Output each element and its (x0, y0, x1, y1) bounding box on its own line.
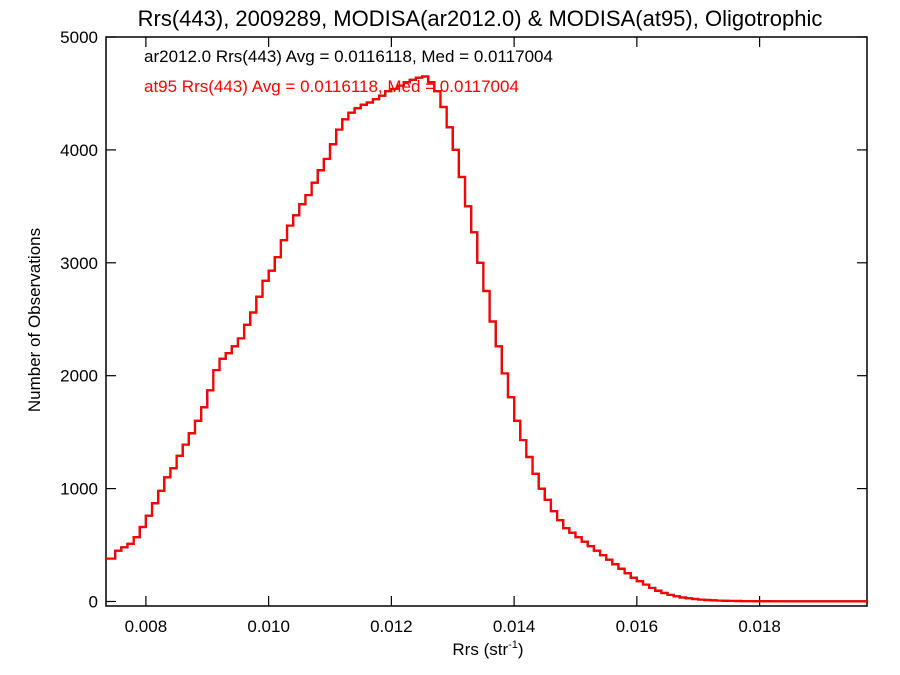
y-axis-label: Number of Observations (25, 228, 44, 412)
series-line-ar2012-0 (106, 75, 869, 603)
x-tick-label: 0.010 (247, 617, 290, 636)
x-axis-label-sup: -1 (508, 639, 518, 651)
y-tick-label: 1000 (60, 480, 98, 499)
y-tick-label: 5000 (60, 28, 98, 47)
y-tick-label: 0 (89, 592, 98, 611)
y-tick-label: 2000 (60, 367, 98, 386)
x-axis-label-close: ) (518, 640, 524, 659)
plot-frame (105, 36, 868, 607)
x-tick-label: 0.008 (125, 617, 168, 636)
x-axis-label: Rrs (str-1) (452, 639, 523, 659)
legend-entry-ar2012: ar2012.0 Rrs(443) Avg = 0.0116118, Med =… (144, 47, 553, 66)
plot-area-border (105, 36, 868, 607)
y-tick-label: 4000 (60, 141, 98, 160)
y-axis: 0 1000 2000 3000 4000 5000 (60, 28, 867, 611)
series-layer (106, 75, 869, 603)
x-tick-label: 0.014 (493, 617, 536, 636)
x-tick-label: 0.018 (738, 617, 781, 636)
chart-title: Rrs(443), 2009289, MODISA(ar2012.0) & MO… (138, 6, 823, 31)
legend-entry-at95: at95 Rrs(443) Avg = 0.0116118, Med = 0.0… (144, 77, 519, 96)
x-axis-label-main: Rrs (str (452, 640, 508, 659)
x-tick-label: 0.016 (616, 617, 659, 636)
y-tick-label: 3000 (60, 254, 98, 273)
series-line-at95 (106, 75, 869, 603)
x-axis: 0.008 0.010 0.012 0.014 0.016 0.018 (125, 37, 781, 636)
x-tick-label: 0.012 (370, 617, 413, 636)
